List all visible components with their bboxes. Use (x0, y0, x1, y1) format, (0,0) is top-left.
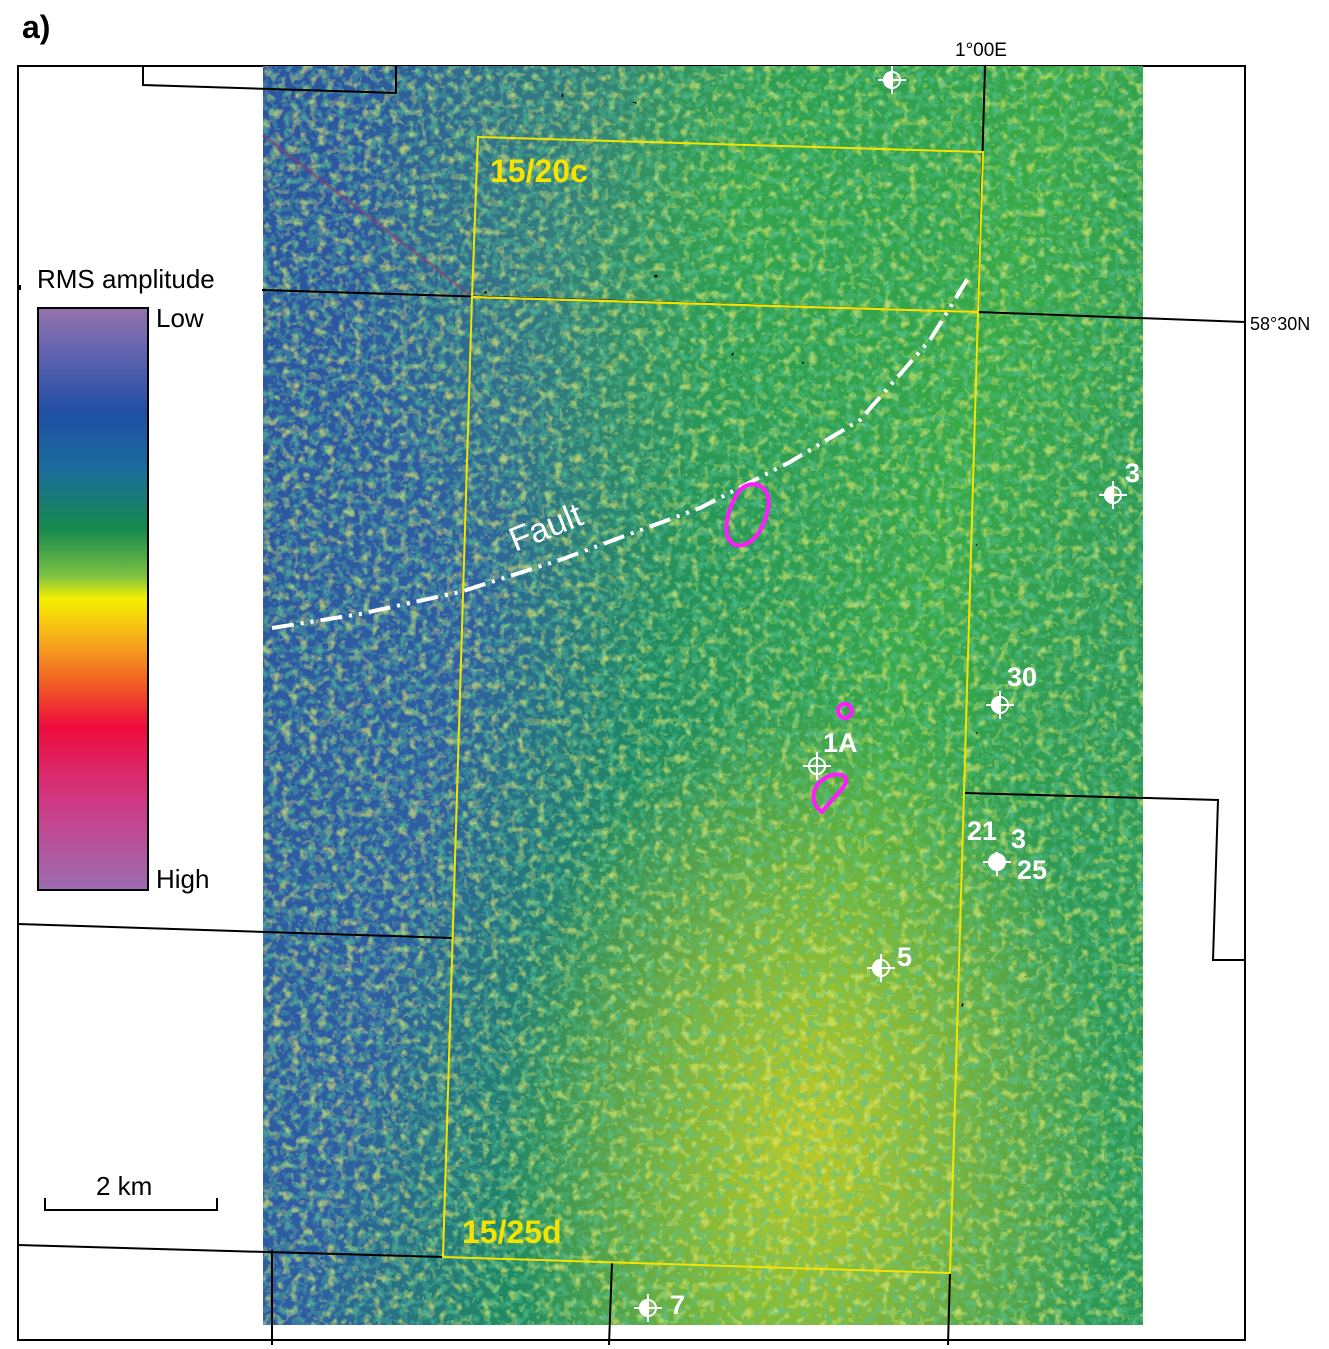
latitude-label: 58°30N (1250, 314, 1310, 334)
colorbar (37, 307, 149, 891)
longitude-label: 1°00E (955, 40, 1007, 61)
block-label: 15/20c (490, 153, 588, 189)
well-label: 1A (823, 728, 858, 758)
panel-label: a) (22, 9, 50, 45)
scale-bar-label: 2 km (96, 1171, 152, 1201)
block-outlines (441, 135, 985, 1275)
well-label: 3 (1125, 458, 1140, 488)
well-label: 3 (1011, 824, 1026, 854)
well-label: 7 (670, 1290, 685, 1320)
fault-line (271, 273, 972, 630)
amplitude-map (262, 66, 1143, 1325)
legend-low: Low (156, 303, 204, 333)
legend-title: RMS amplitude (37, 264, 215, 294)
well-label: 21 (967, 816, 997, 846)
block-label: 15/25d (462, 1214, 562, 1250)
legend-high: High (156, 864, 209, 894)
well-label: 25 (1017, 855, 1047, 885)
well-symbols (634, 66, 1127, 1322)
legend-title-bg (33, 262, 258, 296)
scale-bar (44, 1198, 218, 1211)
well-label: 5 (897, 942, 912, 972)
well-label: 30 (1007, 662, 1037, 692)
prospect-outlines (724, 482, 854, 815)
